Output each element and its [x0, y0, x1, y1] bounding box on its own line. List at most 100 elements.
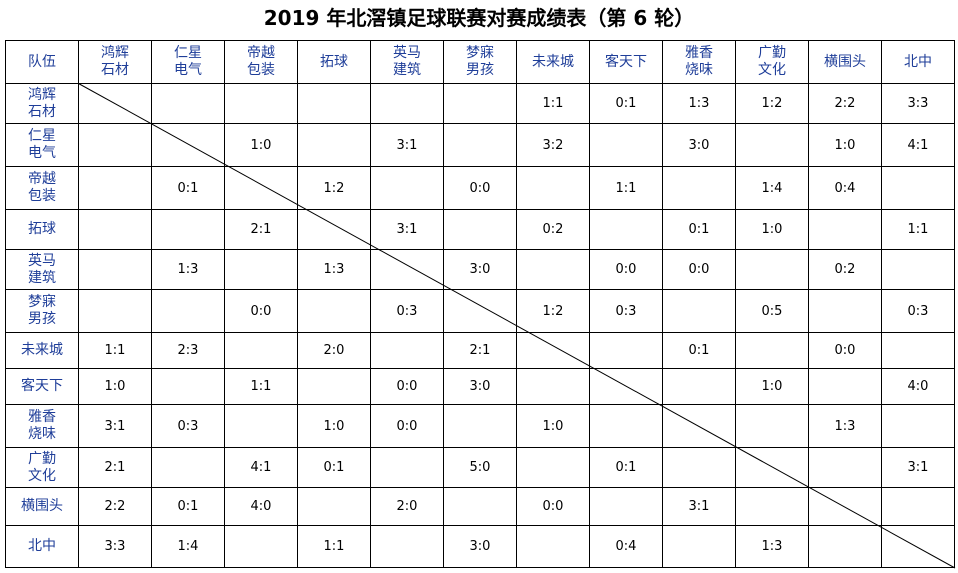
score-cell — [662, 447, 736, 488]
score-cell: 1:3 — [297, 249, 371, 290]
score-cell — [881, 166, 955, 210]
score-cell: 0:1 — [297, 447, 371, 488]
score-cell: 3:1 — [370, 209, 444, 250]
score-cell — [297, 487, 371, 526]
score-cell: 2:2 — [78, 487, 152, 526]
table-row: 横围头 2:2 0:1 4:0 2:0 0:0 3:1 — [5, 487, 955, 526]
score-cell — [224, 332, 298, 369]
score-cell: 1:4 — [735, 166, 809, 210]
score-cell: 1:1 — [516, 83, 590, 124]
score-cell — [516, 368, 590, 405]
score-cell: 1:0 — [78, 368, 152, 405]
row-header: 北中 — [5, 525, 79, 568]
score-cell: 1:1 — [881, 209, 955, 250]
score-cell — [370, 525, 444, 568]
score-cell: 1:1 — [297, 525, 371, 568]
row-header: 未来城 — [5, 332, 79, 369]
score-cell — [297, 368, 371, 405]
score-cell — [735, 249, 809, 290]
score-cell — [808, 368, 882, 405]
score-cell — [78, 209, 152, 250]
score-cell — [662, 166, 736, 210]
score-cell: 1:3 — [662, 83, 736, 124]
score-cell — [443, 123, 517, 167]
score-cell: 3:0 — [662, 123, 736, 167]
score-cell: 0:0 — [370, 404, 444, 448]
score-cell: 1:2 — [735, 83, 809, 124]
score-cell: 2:0 — [297, 332, 371, 369]
table-row: 未来城 1:1 2:3 2:0 2:1 0:1 0:0 — [5, 332, 955, 369]
score-cell: 0:1 — [151, 166, 225, 210]
score-cell: 4:0 — [224, 487, 298, 526]
score-cell: 1:0 — [297, 404, 371, 448]
score-cell — [297, 289, 371, 333]
score-cell: 1:0 — [735, 368, 809, 405]
score-cell — [78, 166, 152, 210]
row-header: 客天下 — [5, 368, 79, 405]
table-row: 英马 建筑 1:3 1:3 3:0 0:0 0:0 0:2 — [5, 249, 955, 290]
table-row: 梦寐 男孩 0:0 0:3 1:2 0:3 0:5 0:3 — [5, 289, 955, 333]
score-cell — [735, 447, 809, 488]
score-cell: 0:1 — [662, 332, 736, 369]
score-cell: 4:1 — [881, 123, 955, 167]
score-cell: 2:0 — [370, 487, 444, 526]
score-cell: 4:1 — [224, 447, 298, 488]
score-cell — [224, 404, 298, 448]
score-cell: 2:3 — [151, 332, 225, 369]
column-header: 横围头 — [808, 40, 882, 84]
score-cell: 1:0 — [516, 404, 590, 448]
score-cell — [881, 249, 955, 290]
row-header: 帝越 包装 — [5, 166, 79, 210]
score-cell: 0:1 — [589, 447, 663, 488]
score-cell: 1:0 — [224, 123, 298, 167]
row-header: 仁星 电气 — [5, 123, 79, 167]
score-cell — [881, 332, 955, 369]
score-cell: 3:1 — [370, 123, 444, 167]
score-cell: 1:0 — [735, 209, 809, 250]
score-cell — [808, 487, 882, 526]
score-cell — [735, 404, 809, 448]
column-header: 广勤 文化 — [735, 40, 809, 84]
score-cell — [443, 404, 517, 448]
score-cell — [662, 368, 736, 405]
score-cell — [370, 249, 444, 290]
score-cell: 3:1 — [662, 487, 736, 526]
score-cell — [589, 123, 663, 167]
score-cell: 0:1 — [151, 487, 225, 526]
score-cell — [151, 368, 225, 405]
score-cell: 3:3 — [881, 83, 955, 124]
score-cell — [516, 447, 590, 488]
score-cell — [808, 447, 882, 488]
column-header: 梦寐 男孩 — [443, 40, 517, 84]
score-cell — [443, 209, 517, 250]
score-cell: 0:0 — [808, 332, 882, 369]
score-cell: 3:0 — [443, 249, 517, 290]
score-cell — [370, 447, 444, 488]
score-cell: 1:0 — [808, 123, 882, 167]
score-cell: 0:1 — [589, 83, 663, 124]
row-header: 鸿辉 石材 — [5, 83, 79, 124]
score-cell: 3:1 — [881, 447, 955, 488]
score-cell — [881, 404, 955, 448]
score-cell — [151, 447, 225, 488]
score-cell — [370, 332, 444, 369]
corner-header: 队伍 — [5, 40, 79, 84]
score-cell — [151, 289, 225, 333]
table-row: 帝越 包装 0:1 1:2 0:0 1:1 1:4 0:4 — [5, 166, 955, 210]
score-cell — [224, 525, 298, 568]
score-cell: 1:4 — [151, 525, 225, 568]
score-cell — [151, 83, 225, 124]
score-cell — [881, 487, 955, 526]
score-cell — [589, 487, 663, 526]
score-cell: 0:4 — [808, 166, 882, 210]
row-header: 英马 建筑 — [5, 249, 79, 290]
table-row: 客天下 1:0 1:1 0:0 3:0 1:0 4:0 — [5, 368, 955, 405]
score-cell: 0:3 — [589, 289, 663, 333]
score-cell: 1:1 — [224, 368, 298, 405]
score-cell — [881, 525, 955, 568]
score-cell — [297, 123, 371, 167]
score-cell: 3:0 — [443, 525, 517, 568]
score-cell — [516, 332, 590, 369]
score-cell: 0:0 — [662, 249, 736, 290]
score-cell — [224, 166, 298, 210]
